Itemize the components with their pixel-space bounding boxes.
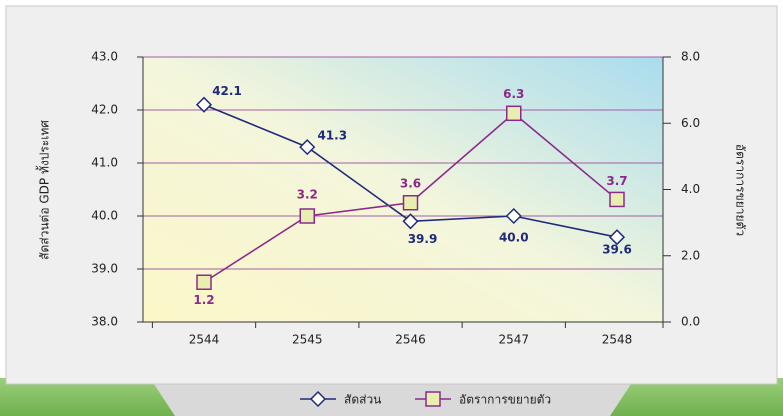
y2-tick-label: 6.0 <box>681 116 700 130</box>
y2-tick-label: 0.0 <box>681 315 700 329</box>
legend-marker <box>425 391 441 407</box>
data-label: 1.2 <box>193 293 214 307</box>
data-point <box>506 105 522 122</box>
legend-marker <box>309 390 327 408</box>
y2-tick-label: 8.0 <box>681 50 700 64</box>
data-point <box>609 191 625 208</box>
y-axis-label: สัดส่วนต่อ GDP ทั้งประเทศ <box>36 120 52 260</box>
data-point <box>608 229 626 246</box>
legend-tab <box>150 378 635 416</box>
y-tick-label: 39.0 <box>91 262 118 276</box>
data-point <box>196 274 212 290</box>
y-tick-label: 40.0 <box>91 209 118 223</box>
data-point <box>505 207 522 225</box>
data-label: 6.3 <box>503 87 524 101</box>
y2-axis-label: อัตราการขยายตัว <box>734 144 748 236</box>
data-label: 40.0 <box>499 231 529 245</box>
data-label: 3.2 <box>297 188 318 202</box>
data-label: 42.1 <box>212 84 242 98</box>
data-label: 39.9 <box>408 232 438 246</box>
data-label: 39.6 <box>602 243 632 257</box>
data-point <box>195 96 213 113</box>
x-tick-label: 2548 <box>602 333 633 347</box>
data-point <box>299 139 316 156</box>
y-tick-label: 43.0 <box>91 50 118 64</box>
y-tick-label: 38.0 <box>91 315 118 329</box>
x-tick-label: 2544 <box>189 333 220 347</box>
legend-label: สัดส่วน <box>344 393 381 407</box>
plot-area <box>143 57 663 322</box>
data-point <box>299 208 315 224</box>
legend-label: อัตราการขยายตัว <box>459 393 551 407</box>
y2-tick-label: 4.0 <box>681 182 700 196</box>
data-label: 3.6 <box>400 176 421 190</box>
y2-tick-label: 2.0 <box>681 248 700 262</box>
data-label: 41.3 <box>317 129 347 143</box>
x-tick-label: 2546 <box>395 333 426 347</box>
data-point <box>402 213 419 230</box>
y-tick-label: 42.0 <box>91 103 118 117</box>
y-tick-label: 41.0 <box>91 156 118 170</box>
data-label: 3.7 <box>606 174 627 188</box>
data-point <box>402 195 419 211</box>
x-tick-label: 2547 <box>498 333 529 347</box>
x-tick-label: 2545 <box>292 333 323 347</box>
